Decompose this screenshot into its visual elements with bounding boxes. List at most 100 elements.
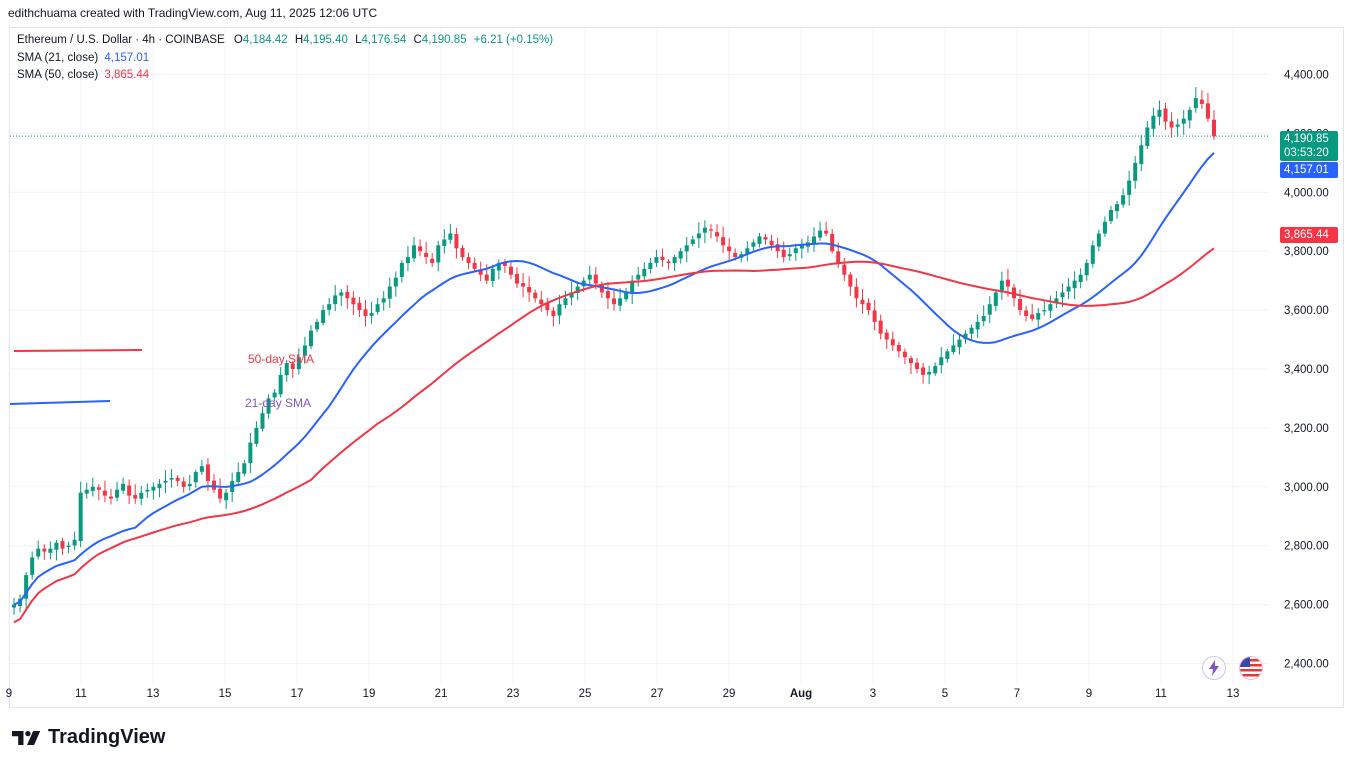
us-flag-icon[interactable] [1239,656,1263,680]
sma50-line [13,247,1215,624]
y-tick-label: 2,400.00 [1284,659,1329,671]
candle-body [1199,99,1204,104]
candle-body [672,257,677,264]
candle-body [751,242,756,247]
candle-body [733,252,738,258]
candle-body [218,488,223,499]
y-tick-label: 3,800.00 [1284,246,1329,258]
candle-body [284,363,289,376]
attribution-caption: edithchuama created with TradingView.com… [8,6,378,20]
last-price-value: 4,190.85 [1284,133,1329,145]
candle-body [696,233,701,239]
sma50-legend[interactable]: SMA (50, close) 3,865.44 [17,69,149,81]
candle-body [1084,262,1089,276]
tradingview-mark-icon [12,730,41,745]
candle-body [36,548,41,557]
price-chart[interactable]: 2,400.00 2,600.00 2,800.00 3,000.00 3,200.00… [0,0,1354,710]
candle-body [866,302,871,311]
candle-body [90,486,95,491]
candle-body [630,280,635,293]
sma21-price-badge: 4,157.01 [1280,162,1338,178]
candle-body [42,548,47,552]
candle-body [1145,127,1150,147]
candle-body [624,292,629,300]
last-price-badge: 4,190.85 03:53:20 [1280,131,1338,161]
candle-body [981,315,986,322]
candle-body [108,496,113,499]
candle-body [302,345,307,356]
candle-body [357,302,362,311]
candle-body [842,264,847,275]
candle-body [618,298,623,306]
candle-body [1139,145,1144,165]
candle-body [927,371,932,375]
candle-body [199,466,204,472]
x-tick-label: 13 [147,688,160,700]
candle-body [963,333,968,340]
candle-body [951,345,956,353]
high-value: 4,195.40 [303,34,348,46]
sma21-value: 4,157.01 [104,52,150,64]
y-tick-label: 3,400.00 [1284,364,1329,376]
candle-body [333,295,338,305]
candle-body [296,357,301,370]
candle-body [290,363,295,369]
candle-body [830,233,835,252]
x-tick-label: 27 [651,688,664,700]
candle-body [212,480,216,490]
candle-body [799,245,804,249]
candle-body [708,229,713,231]
candle-body [1181,118,1186,124]
candle-body [533,292,538,299]
candle-body [72,539,77,546]
candle-body [757,236,762,244]
candle-body [781,249,786,258]
symbol-label: Ethereum / U.S. Dollar · 4h · COINBASE [17,34,225,46]
x-tick-label: 13 [1227,688,1240,700]
candle-body [236,472,241,482]
candle-body [884,332,889,340]
candle-body [702,227,707,233]
candle-body [721,237,726,246]
candle-body [690,239,695,244]
annotation-21day-label: 21-day SMA [245,396,311,410]
candle-body [96,487,101,490]
candle-body [412,245,416,259]
candle-body [169,477,174,480]
candle-body [393,277,398,287]
bolt-icon[interactable] [1202,656,1226,680]
candle-body [351,297,356,305]
close-value: 4,190.85 [421,34,467,46]
candle-body [569,292,574,298]
x-tick-label: 9 [1086,688,1092,700]
candle-body [436,245,441,263]
sma21-legend[interactable]: SMA (21, close) 4,157.01 [17,52,149,64]
candle-body [999,280,1004,293]
sma50-annotation-line [13,349,143,352]
candle-body [1151,115,1156,129]
candle-body [327,304,332,310]
candle-body [460,248,465,258]
candle-body [102,490,107,496]
candle-body [915,362,920,369]
candle-body [1096,233,1101,247]
candle-body [787,254,792,257]
tradingview-logo[interactable]: TradingView [12,726,165,749]
candle-body [387,286,392,299]
brand-name: TradingView [48,726,166,748]
candle-body [1078,274,1083,283]
candle-body [424,252,429,258]
candle-body [242,463,247,474]
candle-body [539,299,544,305]
sma50-price-badge: 3,865.44 [1280,227,1338,243]
y-tick-label: 3,200.00 [1284,423,1329,435]
candle-body [496,262,501,271]
candle-body [1042,310,1047,312]
candle-body [1072,280,1077,289]
candle-body [1102,221,1107,234]
candle-body [763,237,768,240]
candle-body [254,427,259,444]
sma50-label: SMA (50, close) [17,69,99,81]
candle-body [557,304,562,316]
candle-body [1115,204,1120,212]
